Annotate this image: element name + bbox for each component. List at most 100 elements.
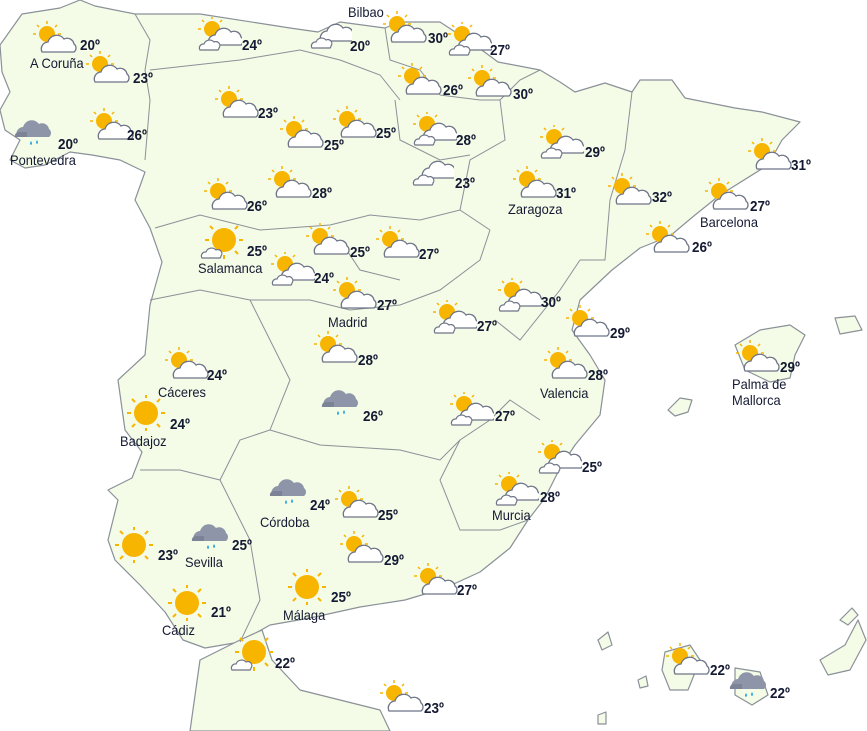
- temperature: 30º: [513, 86, 533, 103]
- rain-icon: [269, 479, 306, 504]
- temperature: 27º: [495, 408, 515, 425]
- sun-icon: [114, 527, 154, 563]
- rain-icon: [14, 120, 52, 145]
- partly-cloudy-icon: [608, 172, 652, 205]
- partly-cloudy-icon: [33, 20, 77, 53]
- temperature: 27º: [419, 246, 439, 263]
- sun-two-clouds-icon: [540, 125, 584, 159]
- partly-cloudy-icon: [513, 165, 557, 198]
- canary-5: [839, 607, 859, 626]
- city-label: Salamanca: [198, 260, 263, 276]
- temperature: 20º: [350, 38, 370, 55]
- cloudy-icon: [310, 23, 352, 49]
- city-label: Cáceres: [158, 384, 206, 400]
- temperature: 20º: [58, 136, 78, 153]
- rain-icon: [321, 390, 358, 415]
- partly-cloudy-icon: [314, 330, 358, 363]
- sun-icon: [126, 395, 166, 431]
- temperature: 28º: [456, 132, 476, 149]
- temperature: 27º: [490, 42, 510, 59]
- sun-two-clouds-icon: [450, 392, 494, 426]
- partly-cloudy-icon: [414, 562, 458, 595]
- partly-cloudy-icon: [306, 222, 350, 255]
- partly-cloudy-icon: [333, 276, 377, 309]
- city-label: Málaga: [283, 607, 326, 623]
- temperature: 24º: [314, 270, 334, 287]
- city-label: Córdoba: [260, 514, 310, 530]
- partly-cloudy-icon: [748, 137, 792, 170]
- city-label: Palma de Mallorca: [732, 376, 787, 408]
- temperature: 26º: [692, 239, 712, 256]
- rain-icon: [729, 672, 766, 697]
- temperature: 27º: [477, 318, 497, 335]
- canary-1: [597, 631, 613, 651]
- sun-two-clouds-icon: [498, 278, 542, 312]
- partly-cloudy-icon: [268, 165, 312, 198]
- temperature: 25º: [582, 459, 602, 476]
- temperature: 25º: [247, 243, 267, 260]
- temperature: 29º: [780, 359, 800, 376]
- partly-cloudy-icon: [204, 177, 248, 210]
- partly-cloudy-icon: [398, 62, 442, 95]
- canary-7: [597, 711, 607, 725]
- temperature: 22º: [770, 685, 790, 702]
- city-label: Pontevedra: [10, 152, 76, 168]
- city-label: Valencia: [540, 385, 589, 401]
- temperature: 26º: [127, 127, 147, 144]
- temperature: 24º: [207, 367, 227, 384]
- city-label: Zaragoza: [508, 201, 563, 217]
- partly-cloudy-icon: [736, 339, 780, 372]
- partly-cloudy-icon: [544, 346, 588, 379]
- sun-icon: [167, 585, 207, 621]
- sun-small-cloud-icon: [230, 637, 274, 672]
- temperature: 30º: [428, 30, 448, 47]
- partly-cloudy-icon: [468, 64, 512, 97]
- temperature: 23º: [424, 700, 444, 717]
- temperature: 31º: [791, 157, 811, 174]
- ibiza: [667, 397, 693, 417]
- city-label: A Coruña: [30, 55, 84, 71]
- partly-cloudy-icon: [86, 50, 130, 83]
- menorca: [834, 315, 863, 335]
- city-label: Sevilla: [185, 554, 223, 570]
- temperature: 27º: [377, 297, 397, 314]
- city-label: Madrid: [328, 314, 368, 330]
- temperature: 30º: [541, 294, 561, 311]
- partly-cloudy-icon: [566, 304, 610, 337]
- rain-icon: [191, 524, 228, 549]
- temperature: 24º: [310, 497, 330, 514]
- temperature: 24º: [170, 416, 190, 433]
- temperature: 23º: [133, 70, 153, 87]
- temperature: 32º: [652, 189, 672, 206]
- temperature: 21º: [211, 604, 231, 621]
- temperature: 25º: [350, 244, 370, 261]
- sun-two-clouds-icon: [448, 22, 492, 56]
- north-africa: [189, 629, 391, 731]
- temperature: 23º: [258, 105, 278, 122]
- temperature: 25º: [324, 137, 344, 154]
- canary-6: [637, 675, 649, 689]
- partly-cloudy-icon: [215, 85, 259, 118]
- city-label: Cádiz: [162, 622, 195, 638]
- temperature: 29º: [585, 144, 605, 161]
- sun-two-clouds-icon: [433, 300, 477, 334]
- temperature: 27º: [750, 198, 770, 215]
- partly-cloudy-icon: [280, 115, 324, 148]
- partly-cloudy-icon: [705, 177, 749, 210]
- temperature: 28º: [540, 489, 560, 506]
- temperature: 29º: [610, 325, 630, 342]
- partly-cloudy-icon: [165, 346, 209, 379]
- partly-cloudy-icon: [666, 642, 710, 675]
- sun-two-clouds-icon: [413, 112, 457, 146]
- partly-cloudy-icon: [340, 530, 384, 563]
- temperature: 25º: [376, 125, 396, 142]
- partly-cloudy-icon: [383, 10, 427, 43]
- temperature: 23º: [455, 175, 475, 192]
- city-label: Badajoz: [120, 433, 167, 449]
- temperature: 23º: [158, 547, 178, 564]
- temperature: 25º: [232, 537, 252, 554]
- temperature: 26º: [363, 408, 383, 425]
- temperature: 28º: [588, 367, 608, 384]
